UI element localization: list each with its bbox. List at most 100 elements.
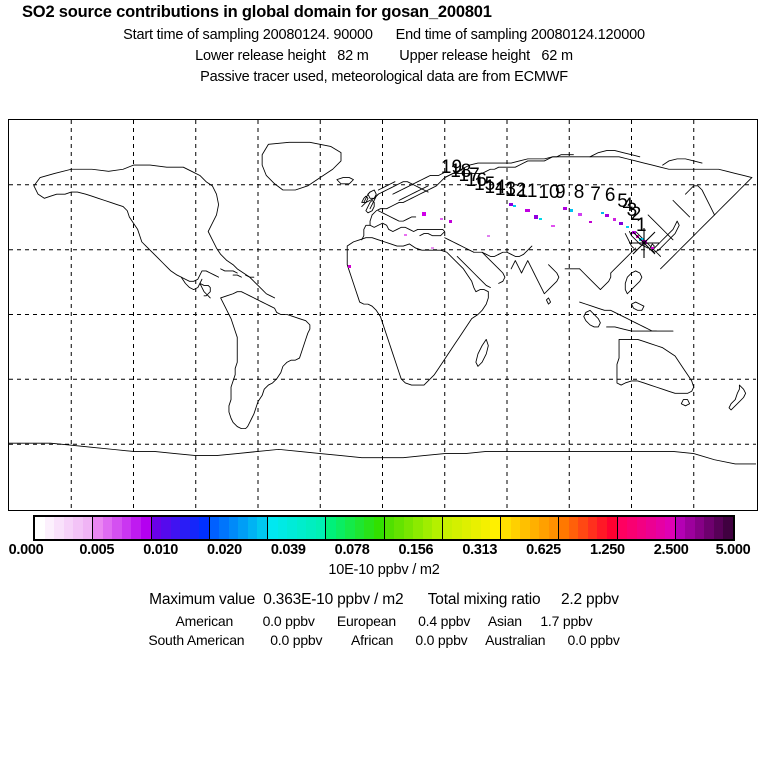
colorbar-step (44, 517, 55, 539)
colorbar-tick-9: 1.250 (589, 542, 625, 558)
colorbar-step (587, 517, 598, 539)
colorbar-step (432, 517, 442, 539)
trajectory-hour-label: 12 (505, 180, 527, 202)
colorbar-step (471, 517, 481, 539)
statistics-block: Maximum value 0.363E-10 ppbv / m2 Total … (0, 591, 768, 648)
trajectory-hour-label: 5 (617, 191, 628, 213)
world-map-panel[interactable]: 19 18 17 16 15 14 13 12 11 10 9 8 7 6 5 4 3 2 1 (8, 119, 758, 511)
colorbar-step (646, 517, 656, 539)
colorbar-step (121, 517, 132, 539)
colorbar-step (151, 517, 162, 539)
tracer-met-line: Passive tracer used, meteorological data… (200, 69, 568, 85)
plume-particle (569, 209, 573, 213)
trajectory-hour-label: 17 (458, 165, 480, 187)
colorbar-step (268, 517, 278, 539)
plume-particle (525, 209, 531, 213)
plume-particle (449, 220, 453, 224)
trajectory-hour-label: 14 (484, 177, 506, 199)
trajectory-hour-label: 6 (604, 184, 616, 206)
plume-particle (534, 215, 539, 220)
colorbar-step (548, 517, 559, 539)
colorbar-tick-2: 0.010 (143, 542, 179, 558)
plume-particle (550, 224, 555, 227)
colorbar-step (170, 517, 181, 539)
colorbar-step (277, 517, 288, 539)
colorbar-step (655, 517, 666, 539)
plume-particle (613, 217, 617, 221)
colorbar-step (228, 517, 239, 539)
colorbar-step (597, 517, 607, 539)
colorbar-segment-purple-blue (151, 517, 210, 539)
colorbar-step (93, 517, 103, 539)
colorbar-step (685, 517, 695, 539)
colorbar-segment-white-violet (35, 517, 94, 539)
trajectory-hour-label: 8 (573, 182, 585, 204)
plume-particle (512, 205, 516, 208)
receptor-star-icon (629, 227, 660, 258)
plume-particle (430, 246, 434, 249)
header-block: SO2 source contributions in global domai… (0, 3, 768, 85)
colorbar-step (723, 517, 734, 539)
colorbar-tick-8: 0.625 (526, 542, 561, 558)
plume-particle (625, 225, 629, 228)
colorbar-step (461, 517, 472, 539)
colorbar-step (413, 517, 423, 539)
colorbar-step (403, 517, 414, 539)
colorbar-step (199, 517, 209, 539)
plume-particle (440, 218, 444, 221)
colorbar-step (287, 517, 297, 539)
trajectory-hour-label: 18 (450, 160, 472, 182)
colorbar-step (161, 517, 171, 539)
colorbar-unit-label: 10E-10 ppbv / m2 (328, 562, 440, 578)
colorbar-step (102, 517, 113, 539)
colorbar-tick-11: 5.000 (715, 542, 751, 558)
colorbar-step (335, 517, 346, 539)
colorbar-segment-cyan-green (326, 517, 385, 539)
trajectory-hour-label: 13 (494, 179, 516, 201)
colorbar-step (189, 517, 200, 539)
trajectory-hour-label: 11 (517, 181, 538, 203)
colorbar-step (665, 517, 675, 539)
colorbar-step (480, 517, 491, 539)
plume-particle (650, 246, 654, 249)
colorbar-step (354, 517, 365, 539)
colorbar-step (306, 517, 316, 539)
region-row-north: American 0.0 ppbv European 0.4 ppbv Asia… (175, 613, 593, 629)
colorbar-step (568, 517, 579, 539)
trajectory-hour-label: 19 (440, 156, 463, 178)
colorbar-segment-green-yellowgreen (384, 517, 443, 539)
colorbar-step (704, 517, 714, 539)
maximum-value-row: Maximum value 0.363E-10 ppbv / m2 Total … (149, 591, 619, 608)
colorbar-segment-orange-red (559, 517, 618, 539)
colorbar-step (501, 517, 511, 539)
colorbar-step (442, 517, 453, 539)
colorbar-step (345, 517, 355, 539)
plume-particle (619, 222, 624, 226)
colorbar-step (82, 517, 93, 539)
colorbar-tick-0: 0.000 (8, 542, 44, 558)
sampling-time-line: Start time of sampling 20080124. 90000 E… (123, 27, 645, 43)
colorbar-step (219, 517, 229, 539)
colorbar-step (373, 517, 384, 539)
colorbar-step (539, 517, 549, 539)
colorbar-step (490, 517, 501, 539)
colorbar-tick-3: 0.020 (207, 542, 242, 558)
colorbar-segment-violet-magenta (93, 517, 152, 539)
colorbar-segment-blue-cyan (209, 517, 268, 539)
plume-particle (600, 211, 604, 214)
plume-particle (636, 235, 640, 239)
colorbar-step (606, 517, 617, 539)
plume-particle (577, 212, 582, 216)
colorbar-step (247, 517, 258, 539)
colorbar-step (131, 517, 141, 539)
colorbar-step (296, 517, 307, 539)
trajectory-hour-label: 15 (474, 173, 496, 195)
colorbar-tick-4: 0.039 (270, 542, 306, 558)
colorbar-step (510, 517, 521, 539)
colorbar[interactable] (33, 515, 735, 541)
plume-particle (538, 218, 542, 221)
colorbar-step (559, 517, 569, 539)
trajectory-hour-label: 7 (590, 183, 601, 205)
colorbar-tick-labels: 0.000 0.005 0.010 0.020 0.039 0.078 0.156 0.313… (0, 542, 768, 560)
colorbar-step (180, 517, 190, 539)
